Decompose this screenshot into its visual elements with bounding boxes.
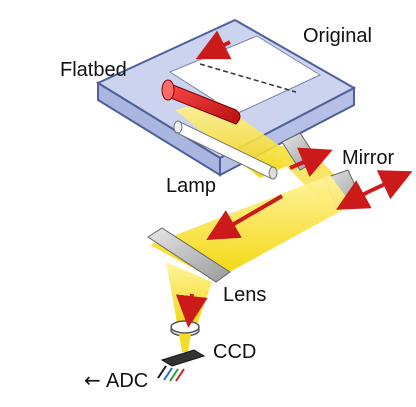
lamp-roller-red	[161, 79, 241, 125]
label-original: Original	[303, 25, 372, 47]
label-lamp: Lamp	[166, 175, 217, 197]
light-beam-upper	[175, 100, 300, 178]
label-adc: ADC	[106, 370, 149, 392]
lower-mirror	[147, 227, 231, 283]
label-mirror: Mirror	[342, 147, 395, 169]
label-ccd: CCD	[213, 341, 257, 363]
light-beam-to-ccd	[179, 334, 191, 352]
lens-element	[170, 320, 200, 337]
left-arrow-icon: ←	[84, 368, 101, 392]
motion-arrows	[175, 30, 413, 328]
ccd-chip	[157, 349, 206, 382]
lamp-tube	[173, 120, 278, 180]
label-flatbed: Flatbed	[60, 59, 127, 81]
label-lens: Lens	[223, 284, 267, 306]
